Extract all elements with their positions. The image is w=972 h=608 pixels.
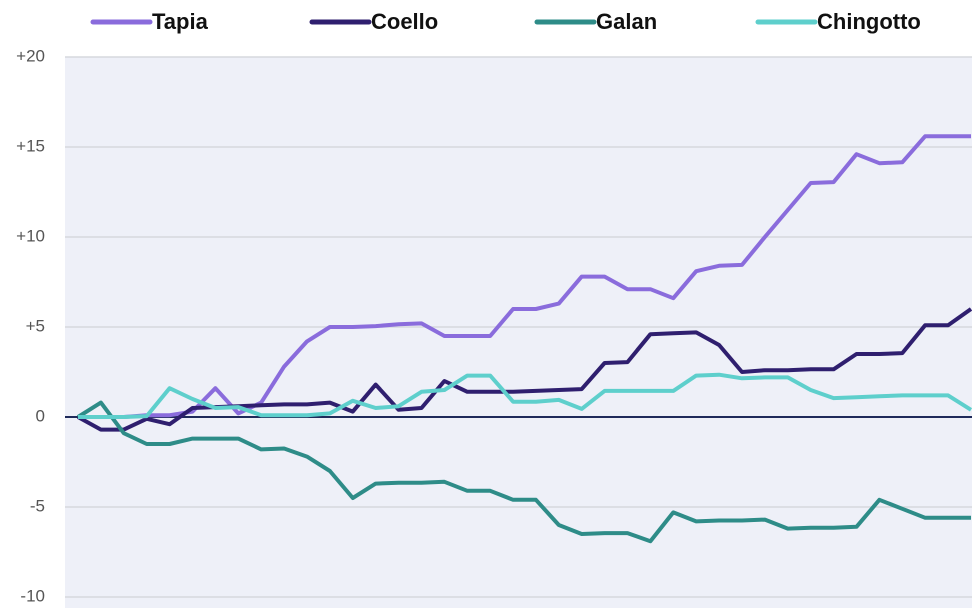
- y-tick-label: +15: [16, 136, 45, 155]
- y-tick-label: +10: [16, 226, 45, 245]
- y-tick-label: -5: [30, 496, 45, 515]
- series-line: [78, 372, 972, 419]
- y-tick-label: -10: [20, 586, 45, 605]
- y-tick-label: +5: [26, 316, 45, 335]
- plot-background: [65, 57, 972, 608]
- y-tick-label: +20: [16, 46, 45, 65]
- legend-label: Chingotto: [817, 9, 921, 34]
- legend-label: Coello: [371, 9, 438, 34]
- legend-label: Galan: [596, 9, 657, 34]
- series-line: [78, 134, 971, 419]
- legend-label: Tapia: [152, 9, 209, 34]
- series-line: [76, 400, 971, 544]
- y-tick-label: 0: [36, 406, 45, 425]
